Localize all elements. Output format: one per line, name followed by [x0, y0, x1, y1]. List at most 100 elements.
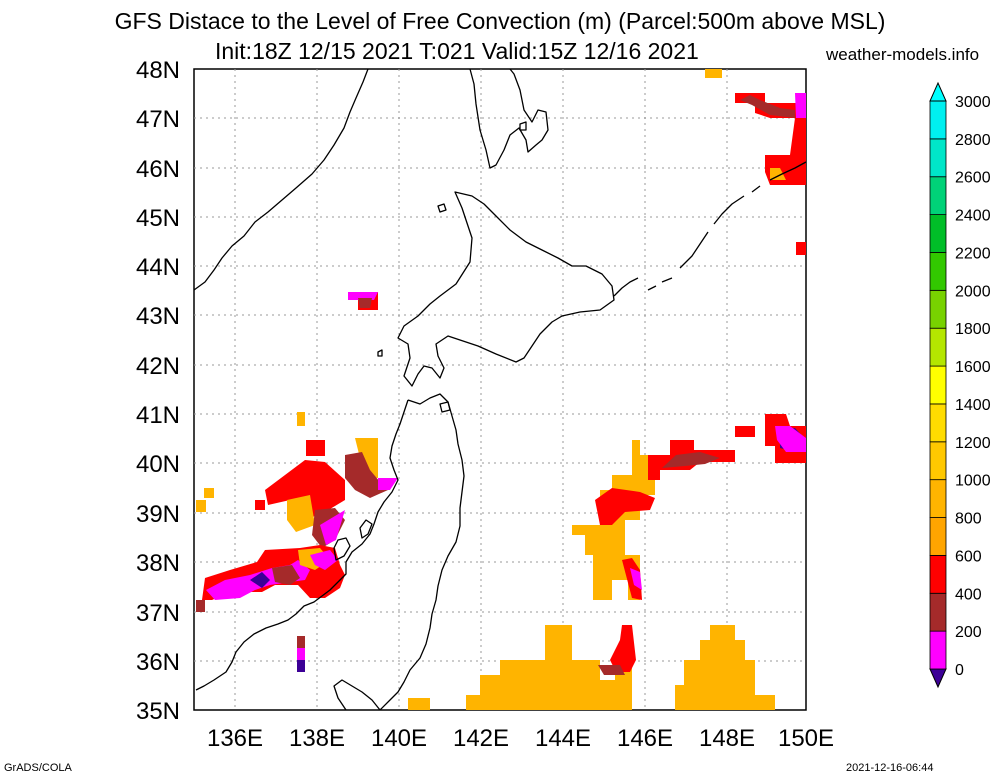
lat-labels: 35N 36N 37N 38N 39N 40N 41N 42N 43N 44N … — [136, 57, 180, 725]
shade-orange-ne-top — [705, 69, 722, 78]
site-credit: weather-models.info — [826, 45, 980, 64]
shade-brown-noto — [272, 565, 300, 585]
small-islet-3 — [519, 121, 527, 131]
lat-label: 36N — [136, 649, 180, 676]
shade-red-west2 — [265, 460, 345, 520]
colorbar-label: 2600 — [955, 170, 991, 187]
shade-orange-west2 — [355, 438, 378, 478]
lon-label: 144E — [535, 725, 591, 752]
shade-orange-ne-mid — [770, 168, 786, 180]
shade-red-ne-41-small — [735, 426, 755, 437]
lat-label: 48N — [136, 57, 180, 84]
lat-label: 37N — [136, 600, 180, 627]
coastlines — [193, 68, 807, 711]
shade-orange-west5 — [204, 488, 214, 498]
colorbar-segment — [929, 630, 947, 670]
lat-label: 46N — [136, 156, 180, 183]
tokyo-bay — [333, 679, 381, 711]
colorbar-label: 2800 — [955, 132, 991, 149]
shade-magenta-36n — [297, 648, 305, 660]
oshima-island — [439, 401, 451, 413]
colorbar-segment — [929, 327, 947, 367]
honshu-coast — [379, 393, 465, 711]
lfc-shading — [196, 69, 806, 710]
small-islet-2 — [437, 203, 447, 213]
shade-orange-west4 — [196, 500, 206, 512]
shade-red-west6 — [255, 500, 265, 510]
map-title: GFS Distace to the Level of Free Convect… — [114, 8, 886, 34]
lat-label: 44N — [136, 254, 180, 281]
shade-brown-ne-top — [740, 95, 795, 118]
lat-label: 39N — [136, 501, 180, 528]
shade-brown-south-east — [598, 665, 625, 675]
colorbar-label: 1400 — [955, 397, 991, 414]
lon-label: 140E — [371, 725, 427, 752]
lat-label: 42N — [136, 353, 180, 380]
shade-magenta-west3 — [320, 510, 345, 545]
shade-magenta-ne-41 — [775, 426, 806, 452]
shade-brown-west2 — [345, 452, 388, 498]
colorbar-label: 600 — [955, 548, 982, 565]
lon-label: 148E — [699, 725, 755, 752]
lat-label: 35N — [136, 698, 180, 725]
lon-label: 150E — [778, 725, 834, 752]
colorbar: 0 200 400 600 800 1000 1200 1400 1600 1800 2000 220… — [929, 81, 991, 689]
colorbar-label: 200 — [955, 624, 982, 641]
colorbar-max-triangle — [929, 81, 947, 102]
colorbar-label: 0 — [955, 662, 964, 679]
lon-label: 142E — [453, 725, 509, 752]
colorbar-segment — [929, 441, 947, 481]
colorbar-segment — [929, 100, 947, 140]
colorbar-label: 2200 — [955, 245, 991, 262]
shade-magenta-noto2 — [310, 550, 338, 570]
shade-red-ne-east — [796, 242, 806, 255]
colorbar-min-triangle — [929, 668, 947, 689]
lon-label: 136E — [207, 725, 263, 752]
lat-label: 38N — [136, 550, 180, 577]
shade-orange-far-southeast — [675, 625, 775, 710]
shade-purple-36n — [297, 660, 305, 672]
shade-purple-noto — [250, 572, 270, 588]
lon-label: 146E — [617, 725, 673, 752]
colorbar-segment — [929, 592, 947, 632]
lat-label: 41N — [136, 402, 180, 429]
colorbar-label: 3000 — [955, 94, 991, 111]
colorbar-segment — [929, 138, 947, 178]
colorbar-segment — [929, 517, 947, 556]
small-islet-1 — [377, 349, 383, 357]
colorbar-segment — [929, 214, 947, 253]
noto-peninsula — [333, 537, 351, 561]
shade-red-east3 — [622, 558, 642, 600]
colorbar-label: 1000 — [955, 473, 991, 490]
shade-orange-west1 — [297, 412, 305, 426]
sakhalin-coast — [469, 68, 549, 169]
shade-orange-west3 — [287, 495, 315, 532]
shade-magenta-east3 — [630, 568, 642, 590]
lat-label: 47N — [136, 106, 180, 133]
colorbar-label: 400 — [955, 586, 982, 603]
colorbar-label: 1800 — [955, 321, 991, 338]
colorbar-segment — [929, 403, 947, 443]
lat-label: 43N — [136, 303, 180, 330]
shade-red-south-east — [610, 625, 636, 672]
shade-brown-east-offshore — [662, 452, 720, 468]
generated-timestamp: 2021-12-16-06:44 — [846, 762, 934, 774]
lon-label: 138E — [289, 725, 345, 752]
sado-island — [359, 519, 373, 539]
colorbar-label: 1200 — [955, 435, 991, 452]
colorbar-label: 2400 — [955, 208, 991, 225]
shade-brown-43n — [358, 298, 372, 308]
shade-red-west1 — [306, 440, 325, 456]
shade-orange-small-south — [408, 698, 430, 710]
mainland-coast — [193, 68, 369, 291]
honshu-west-coast — [195, 399, 409, 691]
colorbar-segment — [929, 176, 947, 216]
shade-orange-southeast — [466, 625, 632, 710]
lon-labels: 136E 138E 140E 142E 144E 146E 148E 150E — [207, 725, 834, 752]
colorbar-segment — [929, 479, 947, 518]
colorbar-segment — [929, 365, 947, 405]
hokkaido-coast — [397, 191, 615, 387]
shade-brown-noto-west — [196, 600, 205, 612]
shade-red-east2 — [595, 488, 655, 525]
